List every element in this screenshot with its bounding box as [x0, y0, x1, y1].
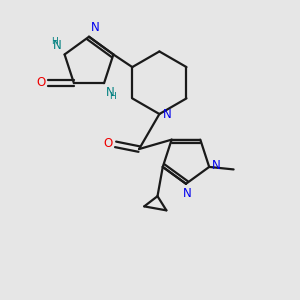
Text: N: N — [91, 21, 99, 34]
Text: N: N — [106, 86, 114, 99]
Text: O: O — [103, 137, 112, 150]
Text: N: N — [212, 159, 220, 172]
Text: O: O — [36, 76, 45, 89]
Text: H: H — [51, 37, 58, 46]
Text: N: N — [163, 108, 171, 121]
Text: N: N — [53, 39, 62, 52]
Text: H: H — [110, 92, 116, 101]
Text: N: N — [183, 187, 192, 200]
